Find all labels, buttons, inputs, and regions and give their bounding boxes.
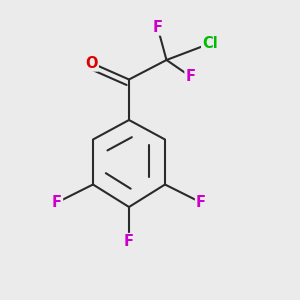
Text: Cl: Cl (202, 36, 218, 51)
Text: O: O (85, 56, 98, 70)
Text: F: F (52, 195, 62, 210)
Text: F: F (124, 234, 134, 249)
Text: F: F (152, 20, 163, 34)
Text: F: F (185, 69, 196, 84)
Text: F: F (196, 195, 206, 210)
